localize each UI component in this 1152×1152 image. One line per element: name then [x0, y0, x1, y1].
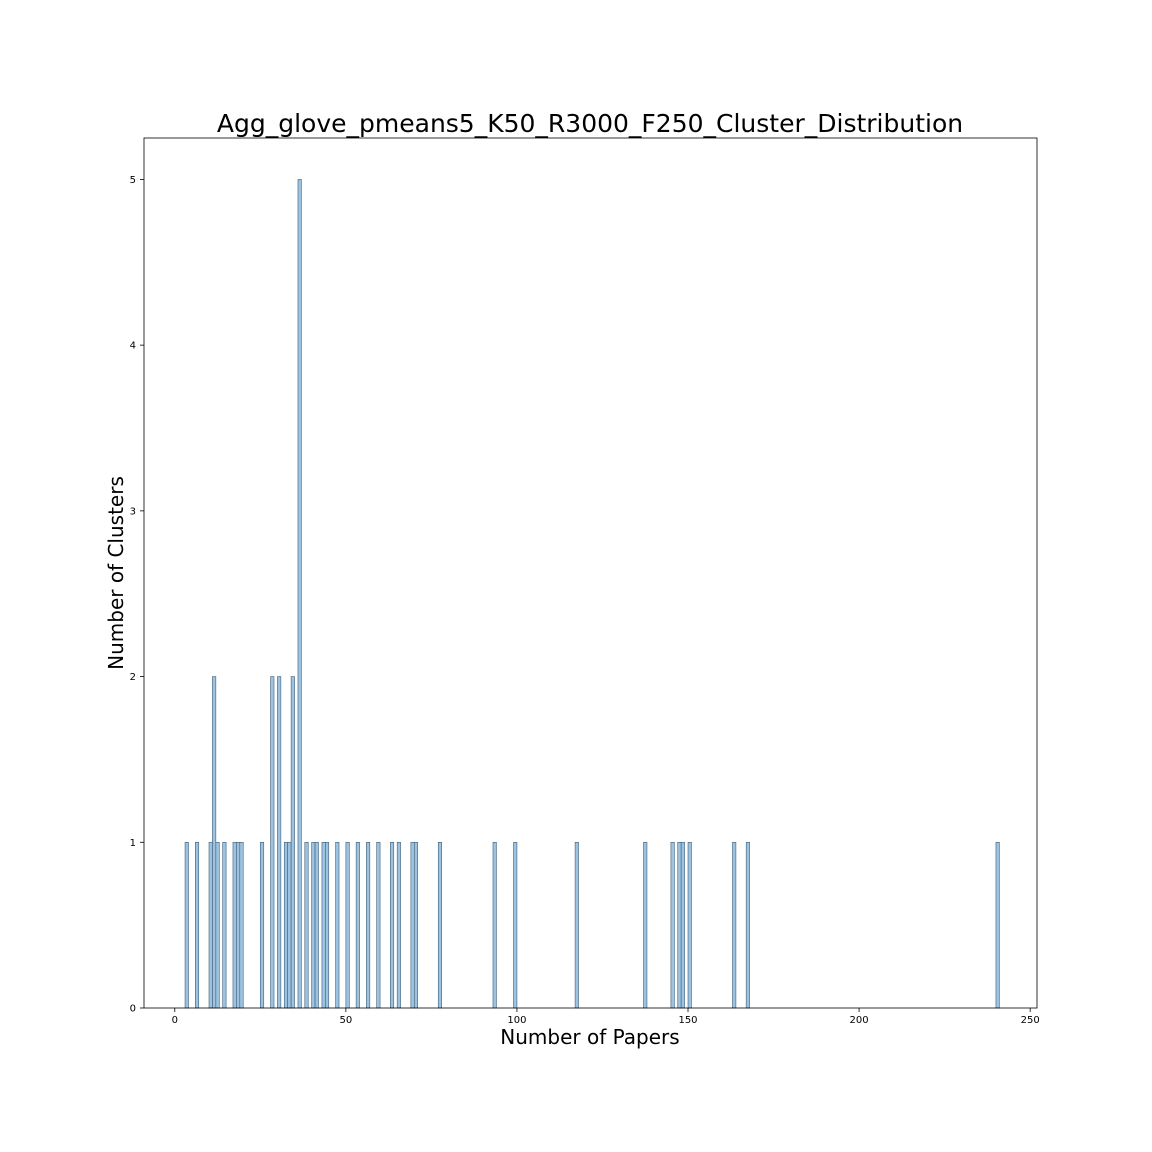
- histogram-bar: [335, 841, 340, 1009]
- histogram-bar: [732, 841, 737, 1009]
- histogram-bar: [212, 676, 217, 1009]
- histogram-bar: [677, 841, 682, 1009]
- histogram-bar: [513, 841, 518, 1009]
- histogram-bar: [239, 841, 244, 1009]
- y-tick-label: 4: [130, 341, 136, 352]
- x-tick-label: 0: [172, 1015, 178, 1026]
- y-tick-label: 0: [130, 1004, 136, 1015]
- histogram-bar: [687, 841, 692, 1009]
- histogram-bar: [345, 841, 350, 1009]
- x-tick-label: 100: [507, 1015, 526, 1026]
- histogram-bar: [195, 841, 200, 1009]
- y-axis-label: Number of Clusters: [104, 476, 128, 670]
- y-tick-label: 5: [130, 175, 136, 186]
- histogram-bar: [366, 841, 371, 1009]
- histogram-bar: [222, 841, 227, 1009]
- histogram-bar: [283, 841, 288, 1009]
- y-tick-label: 2: [130, 672, 136, 683]
- histogram-bar: [325, 841, 330, 1009]
- y-axis-ticks: 0 1 2 3 4 5: [130, 175, 144, 1015]
- histogram-bar: [355, 841, 360, 1009]
- x-tick-label: 50: [339, 1015, 352, 1026]
- histogram-bar: [410, 841, 415, 1009]
- bars-group: [184, 179, 1000, 1009]
- histogram-bar: [215, 841, 220, 1009]
- plot-frame: [143, 137, 1038, 1009]
- histogram-bar: [390, 841, 395, 1009]
- histogram-bar: [277, 676, 282, 1009]
- histogram-bar: [236, 841, 241, 1009]
- histogram-bar: [184, 841, 189, 1009]
- histogram-bar: [297, 179, 302, 1009]
- x-tick-label: 150: [678, 1015, 697, 1026]
- histogram-bar: [745, 841, 750, 1009]
- x-axis-ticks: 0 50 100 150 200 250: [172, 1008, 1040, 1026]
- y-tick-label: 1: [130, 838, 136, 849]
- histogram-bar: [670, 841, 675, 1009]
- histogram-bar: [208, 841, 213, 1009]
- x-tick-label: 250: [1021, 1015, 1040, 1026]
- histogram-bar: [437, 841, 442, 1009]
- histogram-bar: [290, 676, 295, 1009]
- y-tick-label: 3: [130, 506, 136, 517]
- histogram-bar: [311, 841, 316, 1009]
- histogram-bar: [260, 841, 265, 1009]
- histogram-bar: [680, 841, 685, 1009]
- histogram-bar: [413, 841, 419, 1009]
- histogram-bar: [304, 841, 309, 1009]
- histogram-bar: [995, 841, 1000, 1009]
- histogram-bar: [643, 841, 648, 1009]
- histogram-bar: [376, 841, 381, 1009]
- histogram-bar: [287, 841, 292, 1009]
- histogram-bar: [270, 676, 275, 1009]
- histogram-bar: [314, 841, 319, 1009]
- histogram-bar: [492, 841, 497, 1009]
- x-axis-label: Number of Papers: [500, 1025, 679, 1049]
- histogram-bar: [574, 841, 579, 1009]
- chart-title: Agg_glove_pmeans5_K50_R3000_F250_Cluster…: [217, 109, 963, 138]
- histogram-bar: [396, 841, 401, 1009]
- histogram-bar: [232, 841, 237, 1009]
- x-tick-label: 200: [850, 1015, 869, 1026]
- histogram-bar: [321, 841, 326, 1009]
